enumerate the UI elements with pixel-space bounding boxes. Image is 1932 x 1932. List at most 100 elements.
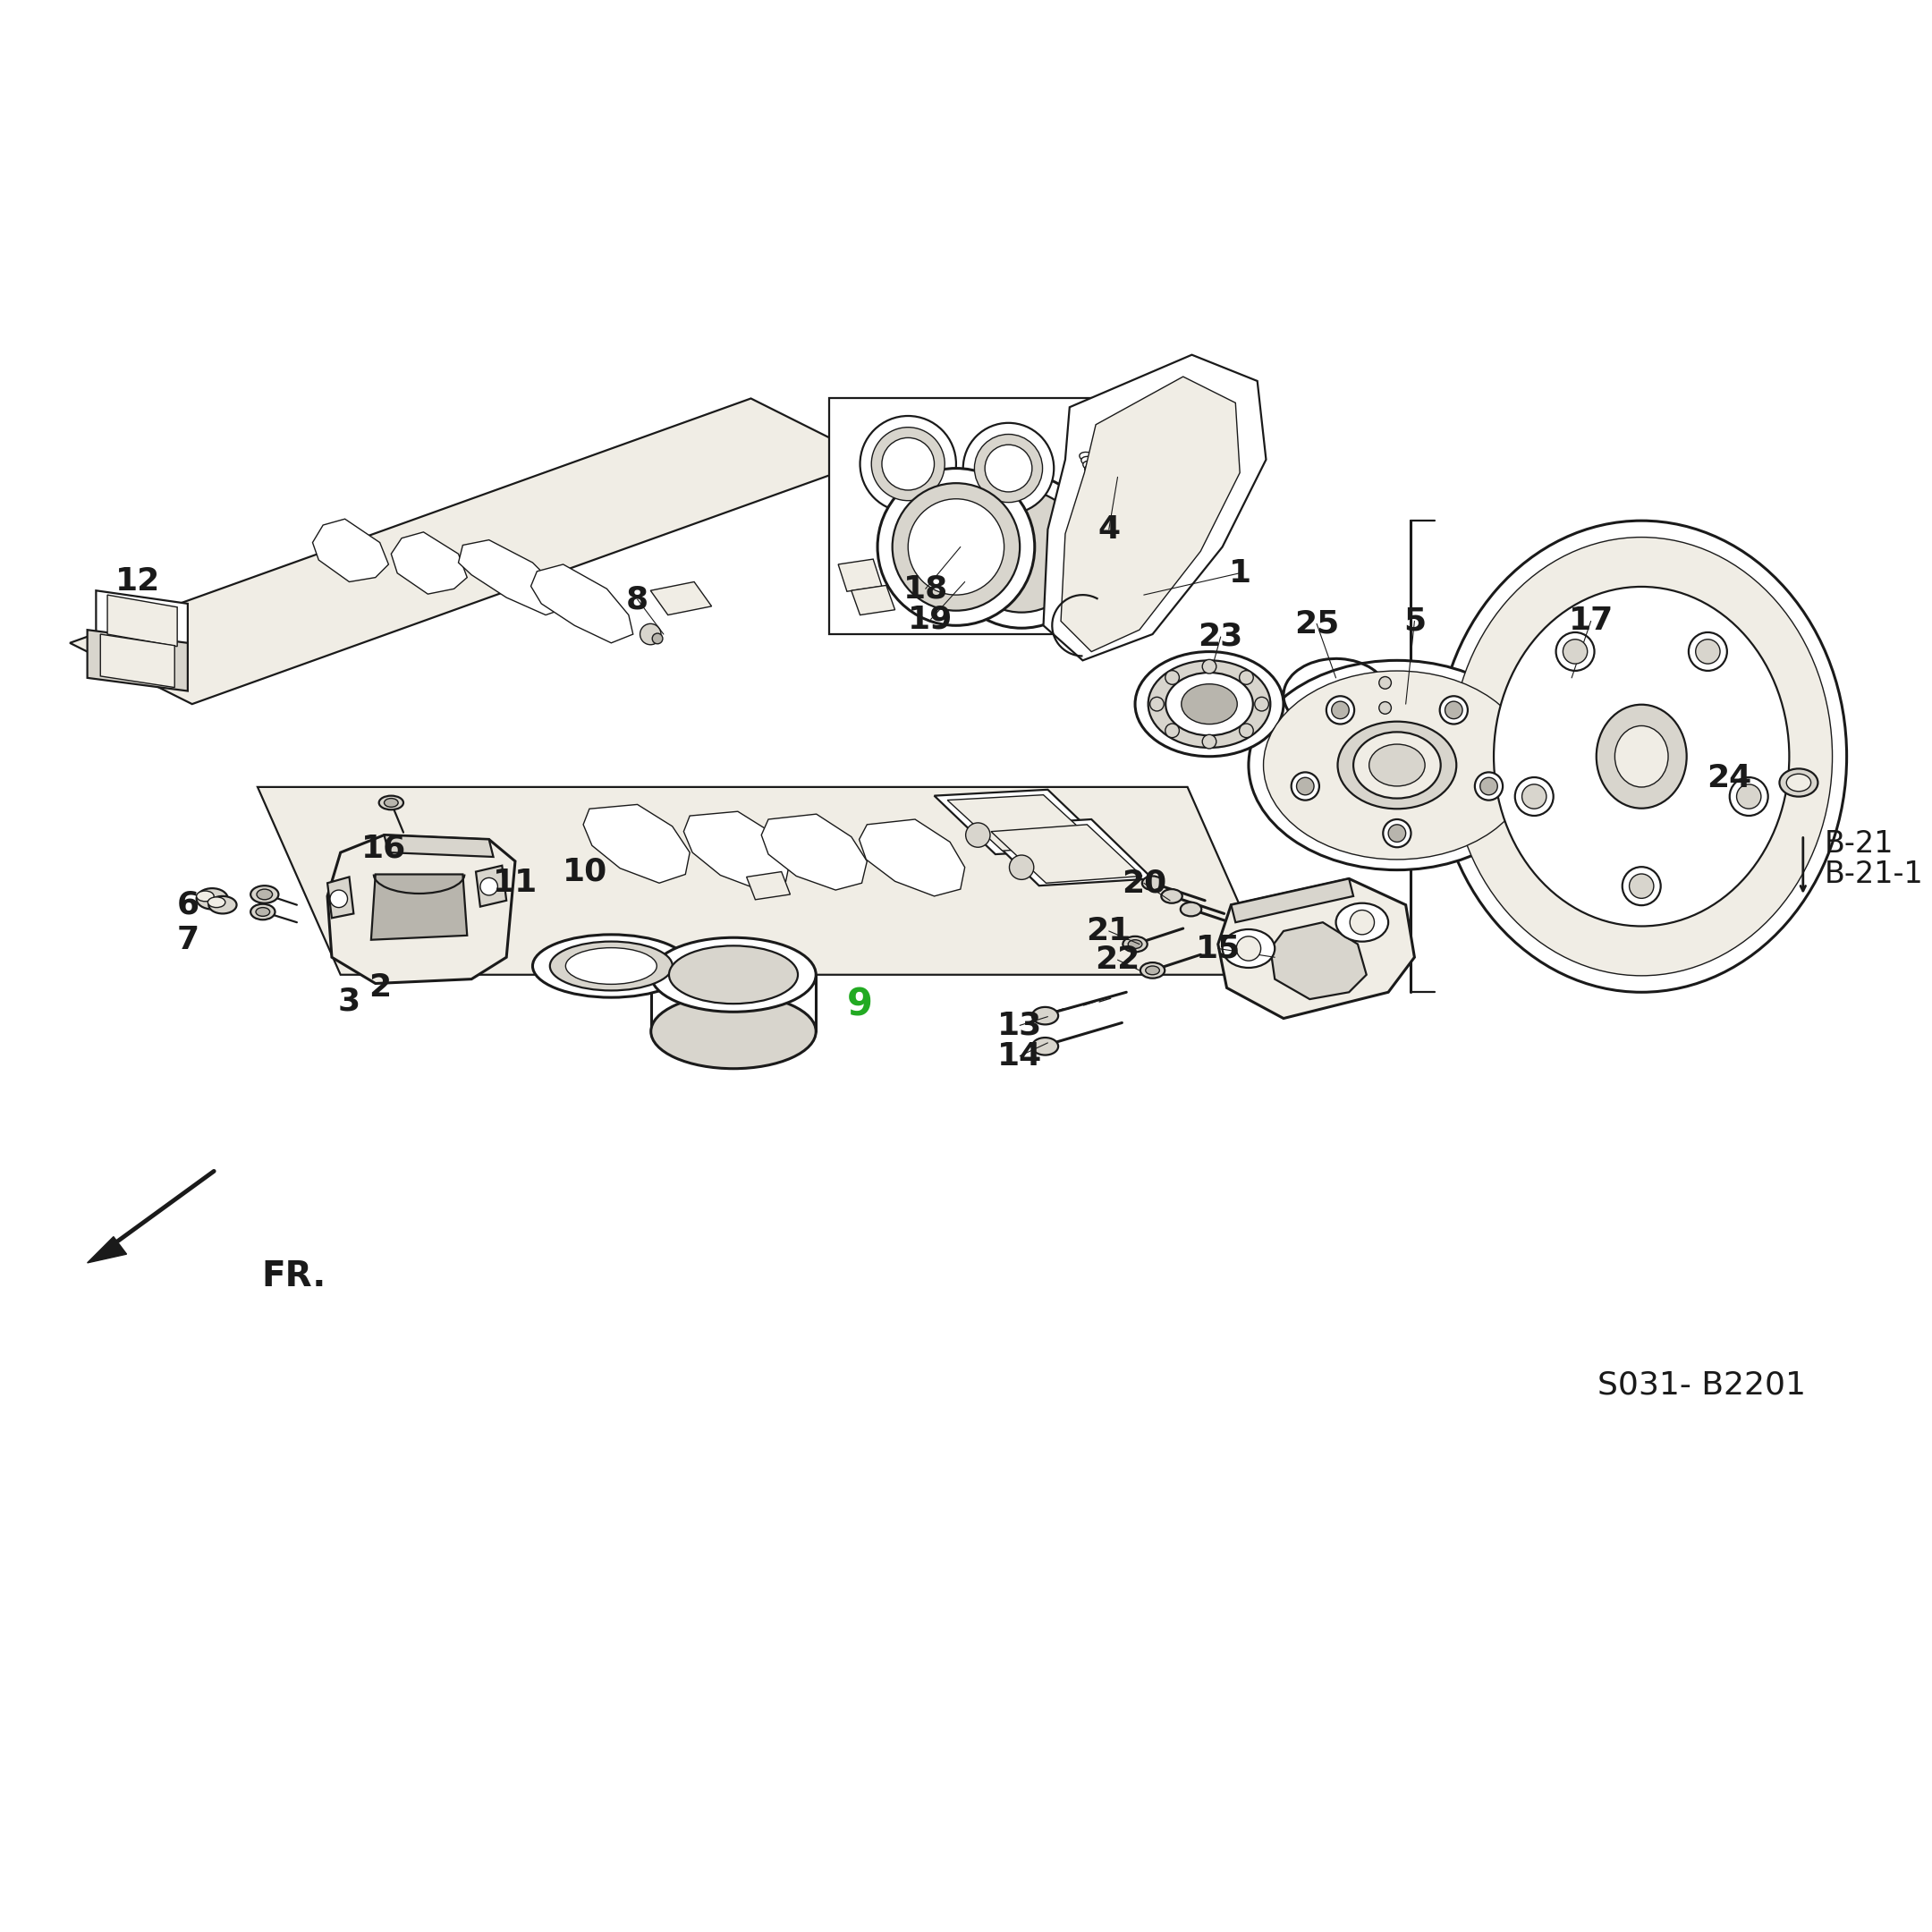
- Text: FR.: FR.: [263, 1260, 327, 1293]
- Text: 8: 8: [626, 583, 649, 614]
- Text: 6: 6: [176, 889, 199, 920]
- Ellipse shape: [860, 415, 956, 512]
- Polygon shape: [1217, 879, 1414, 1018]
- Circle shape: [1327, 696, 1354, 724]
- Circle shape: [1236, 937, 1262, 960]
- Text: 19: 19: [908, 605, 952, 634]
- Circle shape: [1238, 724, 1254, 738]
- Ellipse shape: [1779, 769, 1818, 796]
- Polygon shape: [852, 585, 895, 614]
- Ellipse shape: [1032, 1007, 1059, 1024]
- Text: 9: 9: [846, 987, 873, 1024]
- Polygon shape: [829, 398, 1136, 634]
- Ellipse shape: [1337, 721, 1457, 810]
- Circle shape: [1629, 873, 1654, 898]
- Text: 7: 7: [176, 925, 199, 954]
- Text: 25: 25: [1294, 609, 1339, 639]
- Polygon shape: [1061, 377, 1240, 651]
- Polygon shape: [475, 866, 506, 906]
- Ellipse shape: [651, 937, 815, 1012]
- Circle shape: [653, 634, 663, 643]
- Circle shape: [1379, 701, 1391, 715]
- Circle shape: [1202, 659, 1217, 674]
- Polygon shape: [371, 875, 468, 939]
- Text: 21: 21: [1086, 916, 1132, 947]
- Ellipse shape: [384, 798, 398, 808]
- Circle shape: [1202, 734, 1217, 748]
- Text: 24: 24: [1706, 763, 1750, 794]
- Ellipse shape: [1435, 522, 1847, 993]
- Ellipse shape: [962, 423, 1053, 514]
- Ellipse shape: [1370, 744, 1426, 786]
- Ellipse shape: [945, 475, 1099, 628]
- Text: B-21-1: B-21-1: [1826, 860, 1924, 889]
- Ellipse shape: [379, 796, 404, 810]
- Text: 2: 2: [369, 972, 390, 1003]
- Ellipse shape: [1086, 469, 1107, 481]
- Ellipse shape: [1180, 902, 1202, 916]
- Ellipse shape: [1493, 587, 1789, 925]
- Ellipse shape: [1084, 462, 1103, 471]
- Circle shape: [1480, 777, 1497, 794]
- Circle shape: [1555, 632, 1594, 670]
- Ellipse shape: [1082, 456, 1101, 468]
- Polygon shape: [1043, 355, 1265, 661]
- Ellipse shape: [1180, 684, 1236, 724]
- Circle shape: [1165, 724, 1179, 738]
- Ellipse shape: [877, 468, 1036, 626]
- Ellipse shape: [1080, 452, 1099, 464]
- Ellipse shape: [209, 896, 236, 914]
- Polygon shape: [947, 794, 1099, 850]
- Circle shape: [1696, 639, 1719, 665]
- Ellipse shape: [1146, 966, 1159, 976]
- Circle shape: [1350, 910, 1374, 935]
- Text: 20: 20: [1121, 867, 1167, 898]
- Polygon shape: [384, 835, 493, 858]
- Polygon shape: [108, 595, 178, 647]
- Ellipse shape: [871, 427, 945, 500]
- Circle shape: [1009, 856, 1034, 879]
- Ellipse shape: [1032, 1037, 1059, 1055]
- Ellipse shape: [1615, 726, 1667, 786]
- Ellipse shape: [1140, 962, 1165, 978]
- Circle shape: [1291, 773, 1320, 800]
- Circle shape: [1563, 639, 1588, 665]
- Circle shape: [1389, 825, 1406, 842]
- Circle shape: [1439, 696, 1468, 724]
- Ellipse shape: [881, 439, 935, 491]
- Text: 3: 3: [338, 985, 361, 1016]
- Text: B-21: B-21: [1826, 829, 1893, 858]
- Circle shape: [1238, 670, 1254, 684]
- Polygon shape: [458, 539, 566, 614]
- Ellipse shape: [257, 889, 272, 900]
- Circle shape: [1331, 701, 1349, 719]
- Circle shape: [1623, 867, 1662, 906]
- Polygon shape: [746, 871, 790, 900]
- Ellipse shape: [1122, 937, 1148, 952]
- Polygon shape: [1271, 922, 1366, 999]
- Circle shape: [1689, 632, 1727, 670]
- Ellipse shape: [651, 995, 815, 1068]
- Ellipse shape: [533, 935, 690, 997]
- Circle shape: [1515, 777, 1553, 815]
- Ellipse shape: [893, 483, 1020, 611]
- Ellipse shape: [1787, 775, 1810, 792]
- Ellipse shape: [1136, 651, 1283, 757]
- Circle shape: [966, 823, 989, 848]
- Circle shape: [1379, 676, 1391, 690]
- Ellipse shape: [255, 908, 270, 916]
- Ellipse shape: [1092, 576, 1111, 587]
- Ellipse shape: [197, 891, 214, 902]
- Polygon shape: [860, 819, 964, 896]
- Ellipse shape: [551, 941, 672, 991]
- Text: 22: 22: [1095, 945, 1140, 976]
- Ellipse shape: [960, 491, 1082, 612]
- Circle shape: [1522, 784, 1546, 810]
- Text: 17: 17: [1569, 607, 1613, 636]
- Polygon shape: [70, 398, 873, 703]
- Ellipse shape: [1264, 670, 1530, 860]
- Text: 18: 18: [902, 574, 949, 605]
- Ellipse shape: [1596, 705, 1687, 808]
- Text: 14: 14: [997, 1041, 1041, 1070]
- Ellipse shape: [251, 904, 274, 920]
